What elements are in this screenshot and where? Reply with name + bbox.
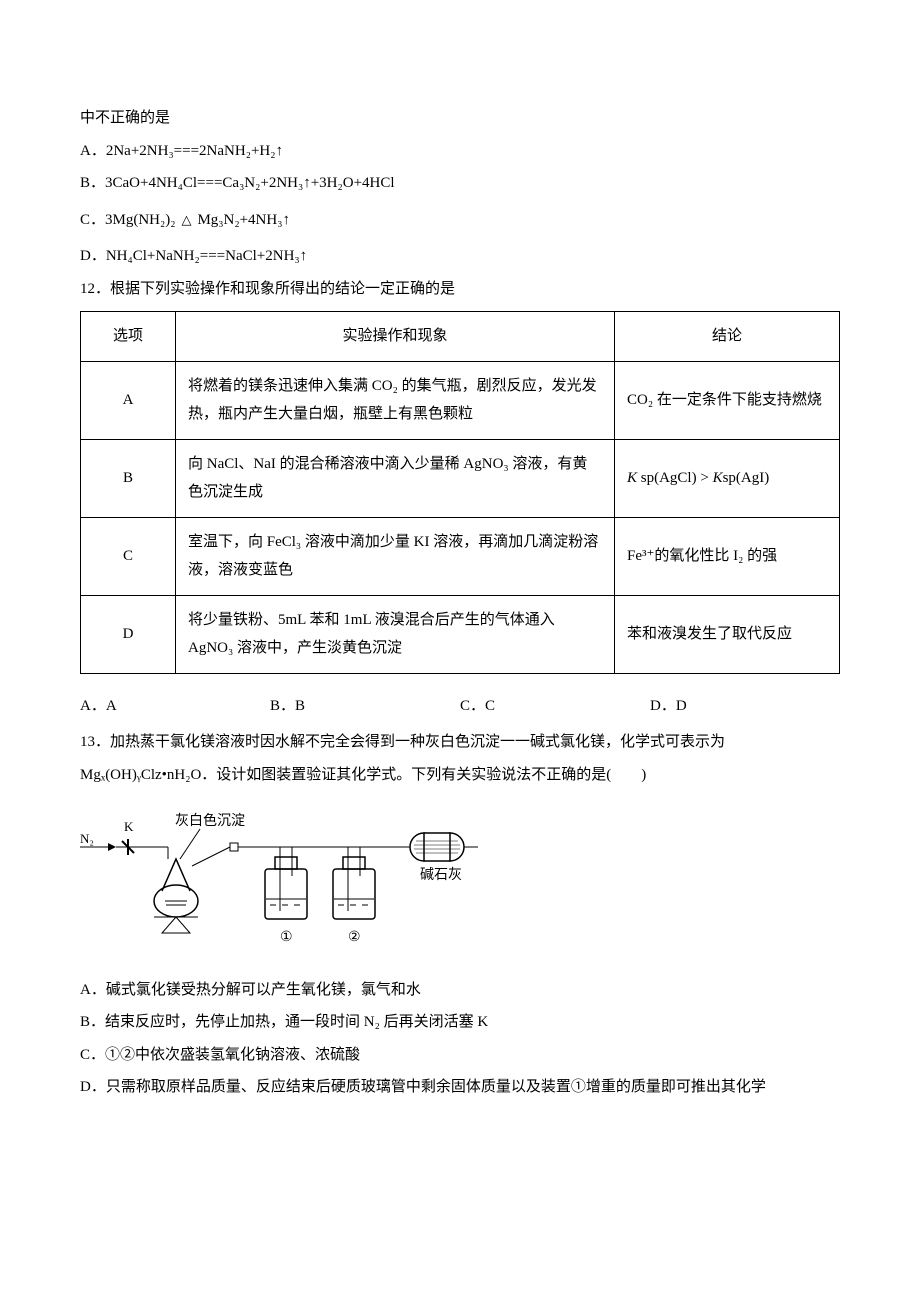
cell-conclusion: 苯和液溴发生了取代反应 <box>615 595 840 673</box>
label-k: K <box>124 819 134 834</box>
q13-option-c: C．①②中依次盛装氢氧化钠溶液、浓硫酸 <box>80 1041 840 1070</box>
q11-option-c-right: Mg₃N₂+4NH₃↑ <box>197 206 289 235</box>
cell-conclusion: Fe³⁺的氧化性比 I₂ 的强 <box>615 517 840 595</box>
table-row: B 向 NaCl、NaI 的混合稀溶液中滴入少量稀 AgNO₃ 溶液，有黄色沉淀… <box>81 439 840 517</box>
q11-option-c: C．3Mg(NH₂)₂ △ Mg₃N₂+4NH₃↑ <box>80 206 290 235</box>
q12-choices: A．A B．B C．C D．D <box>80 692 840 721</box>
header-experiment: 实验操作和现象 <box>176 312 615 362</box>
q13-option-d: D．只需称取原样品质量、反应结束后硬质玻璃管中剩余固体质量以及装置①增重的质量即… <box>80 1073 840 1102</box>
header-conclusion: 结论 <box>615 312 840 362</box>
header-option: 选项 <box>81 312 176 362</box>
cell-conclusion: K sp(AgCl) > Ksp(AgI) <box>615 439 840 517</box>
cell-experiment: 将少量铁粉、5mL 苯和 1mL 液溴混合后产生的气体通入 AgNO₃ 溶液中，… <box>176 595 615 673</box>
q12-choice-b: B．B <box>270 692 460 721</box>
label-bottle-1: ① <box>280 930 293 945</box>
q11-option-d: D．NH₄Cl+NaNH₂===NaCl+2NH₃↑ <box>80 242 840 271</box>
q11-option-b: B．3CaO+4NH₄Cl===Ca₃N₂+2NH₃↑+3H₂O+4HCl <box>80 169 840 198</box>
q13-option-a: A．碱式氯化镁受热分解可以产生氧化镁，氯气和水 <box>80 976 840 1005</box>
cell-conclusion: CO₂ 在一定条件下能支持燃烧 <box>615 361 840 439</box>
q12-choice-c: C．C <box>460 692 650 721</box>
cell-experiment: 室温下，向 FeCl₃ 溶液中滴加少量 KI 溶液，再滴加几滴淀粉溶液，溶液变蓝… <box>176 517 615 595</box>
q13-stem-line1: 13．加热蒸干氯化镁溶液时因水解不完全会得到一种灰白色沉淀一一碱式氯化镁，化学式… <box>80 728 840 757</box>
q11-option-c-left: C．3Mg(NH₂)₂ <box>80 206 175 235</box>
table-row: A 将燃着的镁条迅速伸入集满 CO₂ 的集气瓶，剧烈反应，发光发热，瓶内产生大量… <box>81 361 840 439</box>
q13-option-b: B．结束反应时，先停止加热，通一段时间 N₂ 后再关闭活塞 K <box>80 1008 840 1037</box>
q11-stem-tail: 中不正确的是 <box>80 104 840 133</box>
label-soda-lime: 碱石灰 <box>420 867 462 883</box>
label-precipitate: 灰白色沉淀 <box>175 812 245 829</box>
cell-option: B <box>81 439 176 517</box>
heat-condition-symbol: △ <box>181 216 191 224</box>
cell-option: A <box>81 361 176 439</box>
apparatus-diagram: N₂ K 灰白色沉淀 <box>80 801 840 962</box>
q13-stem-line2: Mgₓ(OH)ᵧClz•nH₂O．设计如图装置验证其化学式。下列有关实验说法不正… <box>80 761 840 790</box>
q12-table: 选项 实验操作和现象 结论 A 将燃着的镁条迅速伸入集满 CO₂ 的集气瓶，剧烈… <box>80 311 840 674</box>
cell-experiment: 将燃着的镁条迅速伸入集满 CO₂ 的集气瓶，剧烈反应，发光发热，瓶内产生大量白烟… <box>176 361 615 439</box>
q12-choice-d: D．D <box>650 692 840 721</box>
label-bottle-2: ② <box>348 930 361 945</box>
q11-option-a: A．2Na+2NH₃===2NaNH₂+H₂↑ <box>80 137 840 166</box>
triangle-icon: △ <box>181 216 191 224</box>
label-n2: N₂ <box>80 831 94 846</box>
cell-experiment: 向 NaCl、NaI 的混合稀溶液中滴入少量稀 AgNO₃ 溶液，有黄色沉淀生成 <box>176 439 615 517</box>
q12-stem: 12．根据下列实验操作和现象所得出的结论一定正确的是 <box>80 275 840 304</box>
cell-option: D <box>81 595 176 673</box>
cell-option: C <box>81 517 176 595</box>
q12-choice-a: A．A <box>80 692 270 721</box>
table-header-row: 选项 实验操作和现象 结论 <box>81 312 840 362</box>
table-row: D 将少量铁粉、5mL 苯和 1mL 液溴混合后产生的气体通入 AgNO₃ 溶液… <box>81 595 840 673</box>
apparatus-svg: N₂ K 灰白色沉淀 <box>80 801 500 951</box>
table-row: C 室温下，向 FeCl₃ 溶液中滴加少量 KI 溶液，再滴加几滴淀粉溶液，溶液… <box>81 517 840 595</box>
